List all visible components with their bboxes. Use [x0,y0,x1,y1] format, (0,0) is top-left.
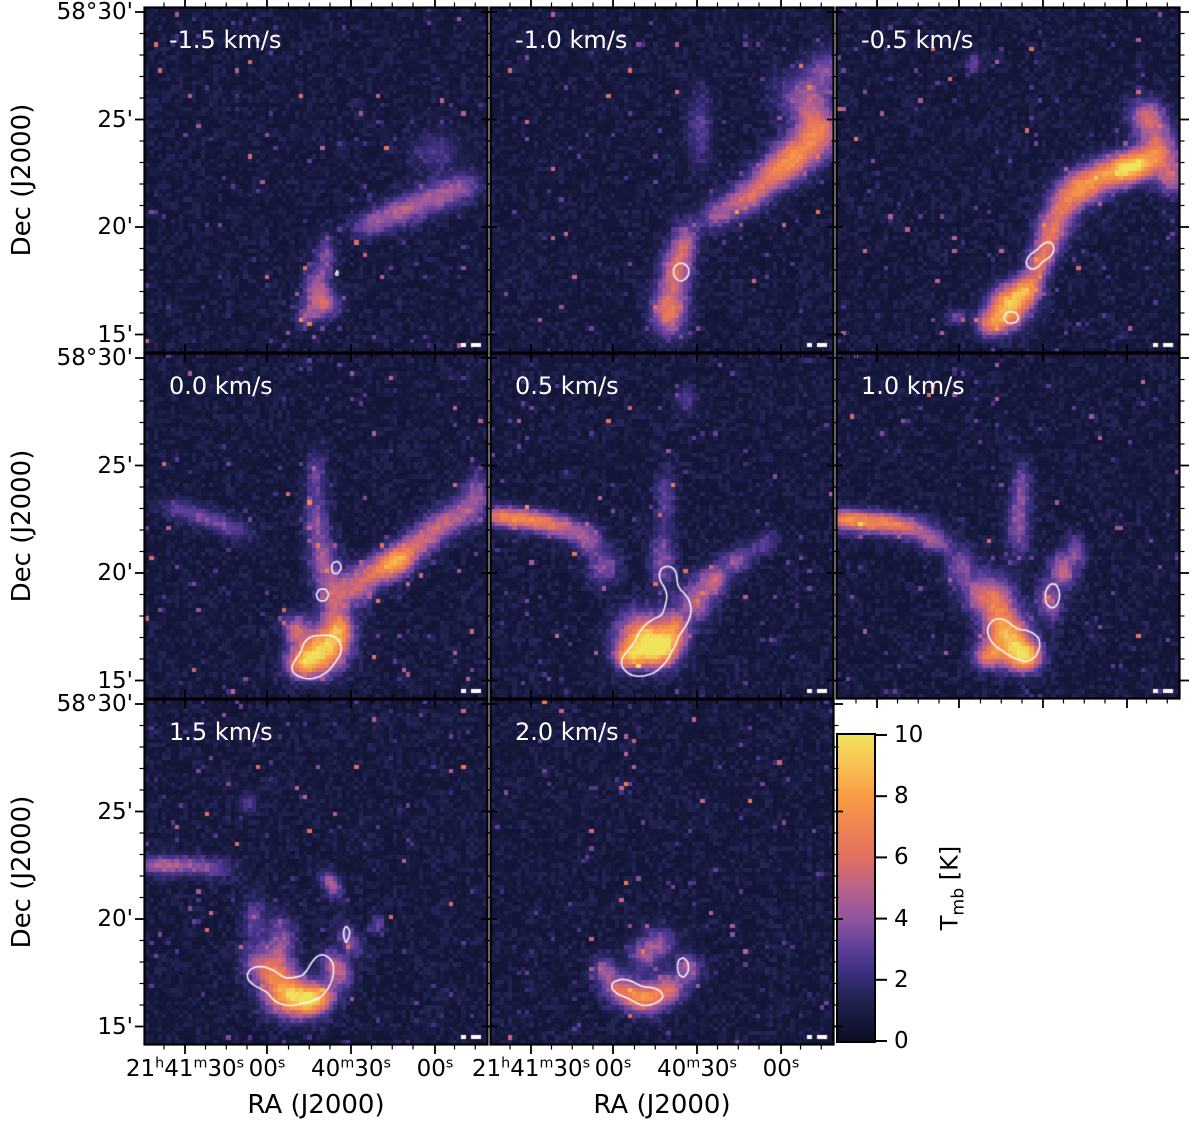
intensity-map-canvas [491,700,833,1044]
dec-tick-label: 25' [97,106,133,133]
colorbar-gradient [836,733,876,1043]
dec-tick-label: 58°30' [56,691,133,717]
colorbar-tick-label: 6 [894,844,909,871]
ra-tick-label: 21h41m30s [125,1055,245,1082]
dec-tick-label: 15' [97,1013,133,1040]
dec-tick-label: 20' [97,560,133,586]
dec-axis-title: Dec (J2000) [7,795,37,949]
dec-tick-label: 58°30' [56,0,133,25]
intensity-map-canvas [145,700,487,1044]
velocity-label: -0.5 km/s [861,26,974,54]
colorbar-tick-label: 2 [894,966,909,993]
dec-axis-title: Dec (J2000) [7,449,37,603]
colorbar-title: Tmb [K] [935,845,969,931]
ra-tick-label: 00s [416,1055,454,1082]
dec-tick-label: 15' [97,667,133,694]
velocity-label: -1.0 km/s [515,26,628,54]
intensity-map-canvas [491,8,833,352]
colorbar-tick-label: 8 [894,783,909,810]
ra-tick-label: 40m30s [657,1055,737,1082]
ra-axis-title: RA (J2000) [593,1090,731,1120]
dec-tick-label: 20' [97,214,133,240]
ra-axis-title: RA (J2000) [247,1090,385,1120]
dec-axis-title: Dec (J2000) [7,103,37,257]
dec-tick-label: 25' [97,798,133,825]
intensity-map-canvas [145,354,487,698]
colorbar-tick-label: 10 [894,722,924,748]
velocity-label: 1.5 km/s [169,718,273,746]
ra-tick-label: 00s [762,1055,800,1082]
ra-tick-label: 21h41m30s [471,1055,591,1082]
colorbar-tick-label: 0 [894,1028,909,1054]
velocity-label: -1.5 km/s [169,26,282,54]
ra-tick-label: 40m30s [311,1055,391,1082]
ra-tick-label: 00s [594,1055,632,1082]
ra-tick-label: 00s [248,1055,286,1082]
intensity-map-canvas [837,8,1179,352]
velocity-label: 0.5 km/s [515,372,619,400]
intensity-map-canvas [491,354,833,698]
colorbar-tick-label: 4 [894,905,909,932]
velocity-label: 2.0 km/s [515,718,619,746]
dec-tick-label: 15' [97,321,133,348]
intensity-map-canvas [145,8,487,352]
velocity-label: 0.0 km/s [169,372,273,400]
intensity-map-canvas [837,354,1179,698]
dec-tick-label: 25' [97,452,133,479]
dec-tick-label: 20' [97,906,133,932]
dec-tick-label: 58°30' [56,345,133,371]
velocity-label: 1.0 km/s [861,372,965,400]
